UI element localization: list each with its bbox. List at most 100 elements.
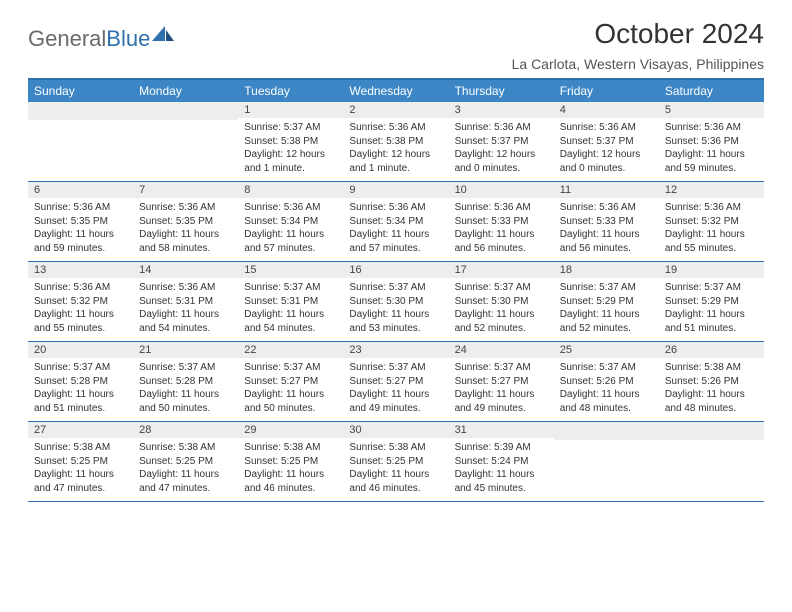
sunrise-text: Sunrise: 5:36 AM bbox=[455, 121, 548, 135]
sunset-text: Sunset: 5:35 PM bbox=[34, 215, 127, 229]
day-number: 3 bbox=[449, 102, 554, 118]
header: GeneralBlue October 2024 bbox=[28, 18, 764, 52]
daylight-text: Daylight: 11 hours and 46 minutes. bbox=[349, 468, 442, 495]
day-number: 9 bbox=[343, 182, 448, 198]
day-info: Sunrise: 5:37 AMSunset: 5:27 PMDaylight:… bbox=[238, 358, 343, 421]
sunrise-text: Sunrise: 5:36 AM bbox=[139, 201, 232, 215]
sunrise-text: Sunrise: 5:36 AM bbox=[139, 281, 232, 295]
day-info: Sunrise: 5:36 AMSunset: 5:35 PMDaylight:… bbox=[28, 198, 133, 261]
daylight-text: Daylight: 11 hours and 49 minutes. bbox=[349, 388, 442, 415]
sunset-text: Sunset: 5:32 PM bbox=[665, 215, 758, 229]
sunset-text: Sunset: 5:30 PM bbox=[349, 295, 442, 309]
calendar-cell: 25Sunrise: 5:37 AMSunset: 5:26 PMDayligh… bbox=[554, 342, 659, 421]
day-info: Sunrise: 5:36 AMSunset: 5:33 PMDaylight:… bbox=[449, 198, 554, 261]
sunrise-text: Sunrise: 5:36 AM bbox=[349, 201, 442, 215]
day-header: Saturday bbox=[659, 80, 764, 102]
daylight-text: Daylight: 11 hours and 49 minutes. bbox=[455, 388, 548, 415]
calendar-cell: 9Sunrise: 5:36 AMSunset: 5:34 PMDaylight… bbox=[343, 182, 448, 261]
day-number: 30 bbox=[343, 422, 448, 438]
sunrise-text: Sunrise: 5:36 AM bbox=[665, 201, 758, 215]
day-number: 12 bbox=[659, 182, 764, 198]
calendar-cell bbox=[659, 422, 764, 501]
sunset-text: Sunset: 5:36 PM bbox=[665, 135, 758, 149]
page: GeneralBlue October 2024 La Carlota, Wes… bbox=[0, 0, 792, 502]
sunrise-text: Sunrise: 5:37 AM bbox=[244, 121, 337, 135]
day-info: Sunrise: 5:36 AMSunset: 5:37 PMDaylight:… bbox=[554, 118, 659, 181]
sunset-text: Sunset: 5:24 PM bbox=[455, 455, 548, 469]
daylight-text: Daylight: 11 hours and 55 minutes. bbox=[34, 308, 127, 335]
sunrise-text: Sunrise: 5:37 AM bbox=[455, 361, 548, 375]
week-row: 20Sunrise: 5:37 AMSunset: 5:28 PMDayligh… bbox=[28, 342, 764, 422]
sunrise-text: Sunrise: 5:37 AM bbox=[455, 281, 548, 295]
week-row: 13Sunrise: 5:36 AMSunset: 5:32 PMDayligh… bbox=[28, 262, 764, 342]
daylight-text: Daylight: 12 hours and 1 minute. bbox=[349, 148, 442, 175]
day-number: 22 bbox=[238, 342, 343, 358]
day-info: Sunrise: 5:37 AMSunset: 5:28 PMDaylight:… bbox=[28, 358, 133, 421]
calendar-cell: 12 Sunrise: 5:36 AMSunset: 5:32 PMDayligh… bbox=[659, 182, 764, 261]
day-number: 15 bbox=[238, 262, 343, 278]
daylight-text: Daylight: 11 hours and 54 minutes. bbox=[139, 308, 232, 335]
daylight-text: Daylight: 12 hours and 0 minutes. bbox=[560, 148, 653, 175]
day-number: 19 bbox=[659, 262, 764, 278]
calendar-cell: 7Sunrise: 5:36 AMSunset: 5:35 PMDaylight… bbox=[133, 182, 238, 261]
day-number bbox=[554, 422, 659, 440]
sunrise-text: Sunrise: 5:37 AM bbox=[560, 361, 653, 375]
daylight-text: Daylight: 11 hours and 55 minutes. bbox=[665, 228, 758, 255]
daylight-text: Daylight: 11 hours and 52 minutes. bbox=[455, 308, 548, 335]
week-row: 6Sunrise: 5:36 AMSunset: 5:35 PMDaylight… bbox=[28, 182, 764, 262]
calendar-cell: 31Sunrise: 5:39 AMSunset: 5:24 PMDayligh… bbox=[449, 422, 554, 501]
calendar-cell: 28Sunrise: 5:38 AMSunset: 5:25 PMDayligh… bbox=[133, 422, 238, 501]
day-number: 13 bbox=[28, 262, 133, 278]
sunrise-text: Sunrise: 5:37 AM bbox=[244, 361, 337, 375]
day-info: Sunrise: 5:37 AMSunset: 5:26 PMDaylight:… bbox=[554, 358, 659, 421]
calendar-cell: 26Sunrise: 5:38 AMSunset: 5:26 PMDayligh… bbox=[659, 342, 764, 421]
daylight-text: Daylight: 11 hours and 47 minutes. bbox=[139, 468, 232, 495]
day-info: Sunrise: 5:39 AMSunset: 5:24 PMDaylight:… bbox=[449, 438, 554, 501]
day-number bbox=[133, 102, 238, 120]
logo-text: GeneralBlue bbox=[28, 26, 150, 52]
calendar-cell: 11Sunrise: 5:36 AMSunset: 5:33 PMDayligh… bbox=[554, 182, 659, 261]
day-info: Sunrise: 5:38 AMSunset: 5:25 PMDaylight:… bbox=[343, 438, 448, 501]
daylight-text: Daylight: 11 hours and 45 minutes. bbox=[455, 468, 548, 495]
daylight-text: Daylight: 11 hours and 48 minutes. bbox=[560, 388, 653, 415]
calendar-cell: 20Sunrise: 5:37 AMSunset: 5:28 PMDayligh… bbox=[28, 342, 133, 421]
sunset-text: Sunset: 5:30 PM bbox=[455, 295, 548, 309]
day-info: Sunrise: 5:36 AMSunset: 5:33 PMDaylight:… bbox=[554, 198, 659, 261]
sunset-text: Sunset: 5:28 PM bbox=[139, 375, 232, 389]
sunrise-text: Sunrise: 5:36 AM bbox=[455, 201, 548, 215]
day-info: Sunrise: 5:37 AMSunset: 5:31 PMDaylight:… bbox=[238, 278, 343, 341]
day-number: 4 bbox=[554, 102, 659, 118]
day-number: 31 bbox=[449, 422, 554, 438]
day-number: 18 bbox=[554, 262, 659, 278]
day-info: Sunrise: 5:36 AMSunset: 5:37 PMDaylight:… bbox=[449, 118, 554, 181]
day-number: 5 bbox=[659, 102, 764, 118]
sunset-text: Sunset: 5:33 PM bbox=[455, 215, 548, 229]
daylight-text: Daylight: 11 hours and 46 minutes. bbox=[244, 468, 337, 495]
day-number bbox=[28, 102, 133, 120]
day-header: Friday bbox=[554, 80, 659, 102]
daylight-text: Daylight: 11 hours and 56 minutes. bbox=[560, 228, 653, 255]
daylight-text: Daylight: 11 hours and 53 minutes. bbox=[349, 308, 442, 335]
day-number: 2 bbox=[343, 102, 448, 118]
daylight-text: Daylight: 11 hours and 50 minutes. bbox=[139, 388, 232, 415]
day-info: Sunrise: 5:37 AMSunset: 5:38 PMDaylight:… bbox=[238, 118, 343, 181]
sunset-text: Sunset: 5:25 PM bbox=[139, 455, 232, 469]
daylight-text: Daylight: 12 hours and 0 minutes. bbox=[455, 148, 548, 175]
day-info: Sunrise: 5:36 AMSunset: 5:35 PMDaylight:… bbox=[133, 198, 238, 261]
calendar-cell: 4Sunrise: 5:36 AMSunset: 5:37 PMDaylight… bbox=[554, 102, 659, 181]
sunset-text: Sunset: 5:28 PM bbox=[34, 375, 127, 389]
day-info: Sunrise: 5:37 AMSunset: 5:30 PMDaylight:… bbox=[343, 278, 448, 341]
calendar-cell: 21Sunrise: 5:37 AMSunset: 5:28 PMDayligh… bbox=[133, 342, 238, 421]
sunrise-text: Sunrise: 5:38 AM bbox=[34, 441, 127, 455]
sunset-text: Sunset: 5:38 PM bbox=[349, 135, 442, 149]
day-header: Thursday bbox=[449, 80, 554, 102]
day-number: 24 bbox=[449, 342, 554, 358]
calendar-cell: 29Sunrise: 5:38 AMSunset: 5:25 PMDayligh… bbox=[238, 422, 343, 501]
sunrise-text: Sunrise: 5:37 AM bbox=[349, 361, 442, 375]
day-number: 29 bbox=[238, 422, 343, 438]
sunset-text: Sunset: 5:25 PM bbox=[34, 455, 127, 469]
day-number: 17 bbox=[449, 262, 554, 278]
day-number: 8 bbox=[238, 182, 343, 198]
day-info: Sunrise: 5:37 AMSunset: 5:29 PMDaylight:… bbox=[554, 278, 659, 341]
day-number: 10 bbox=[449, 182, 554, 198]
